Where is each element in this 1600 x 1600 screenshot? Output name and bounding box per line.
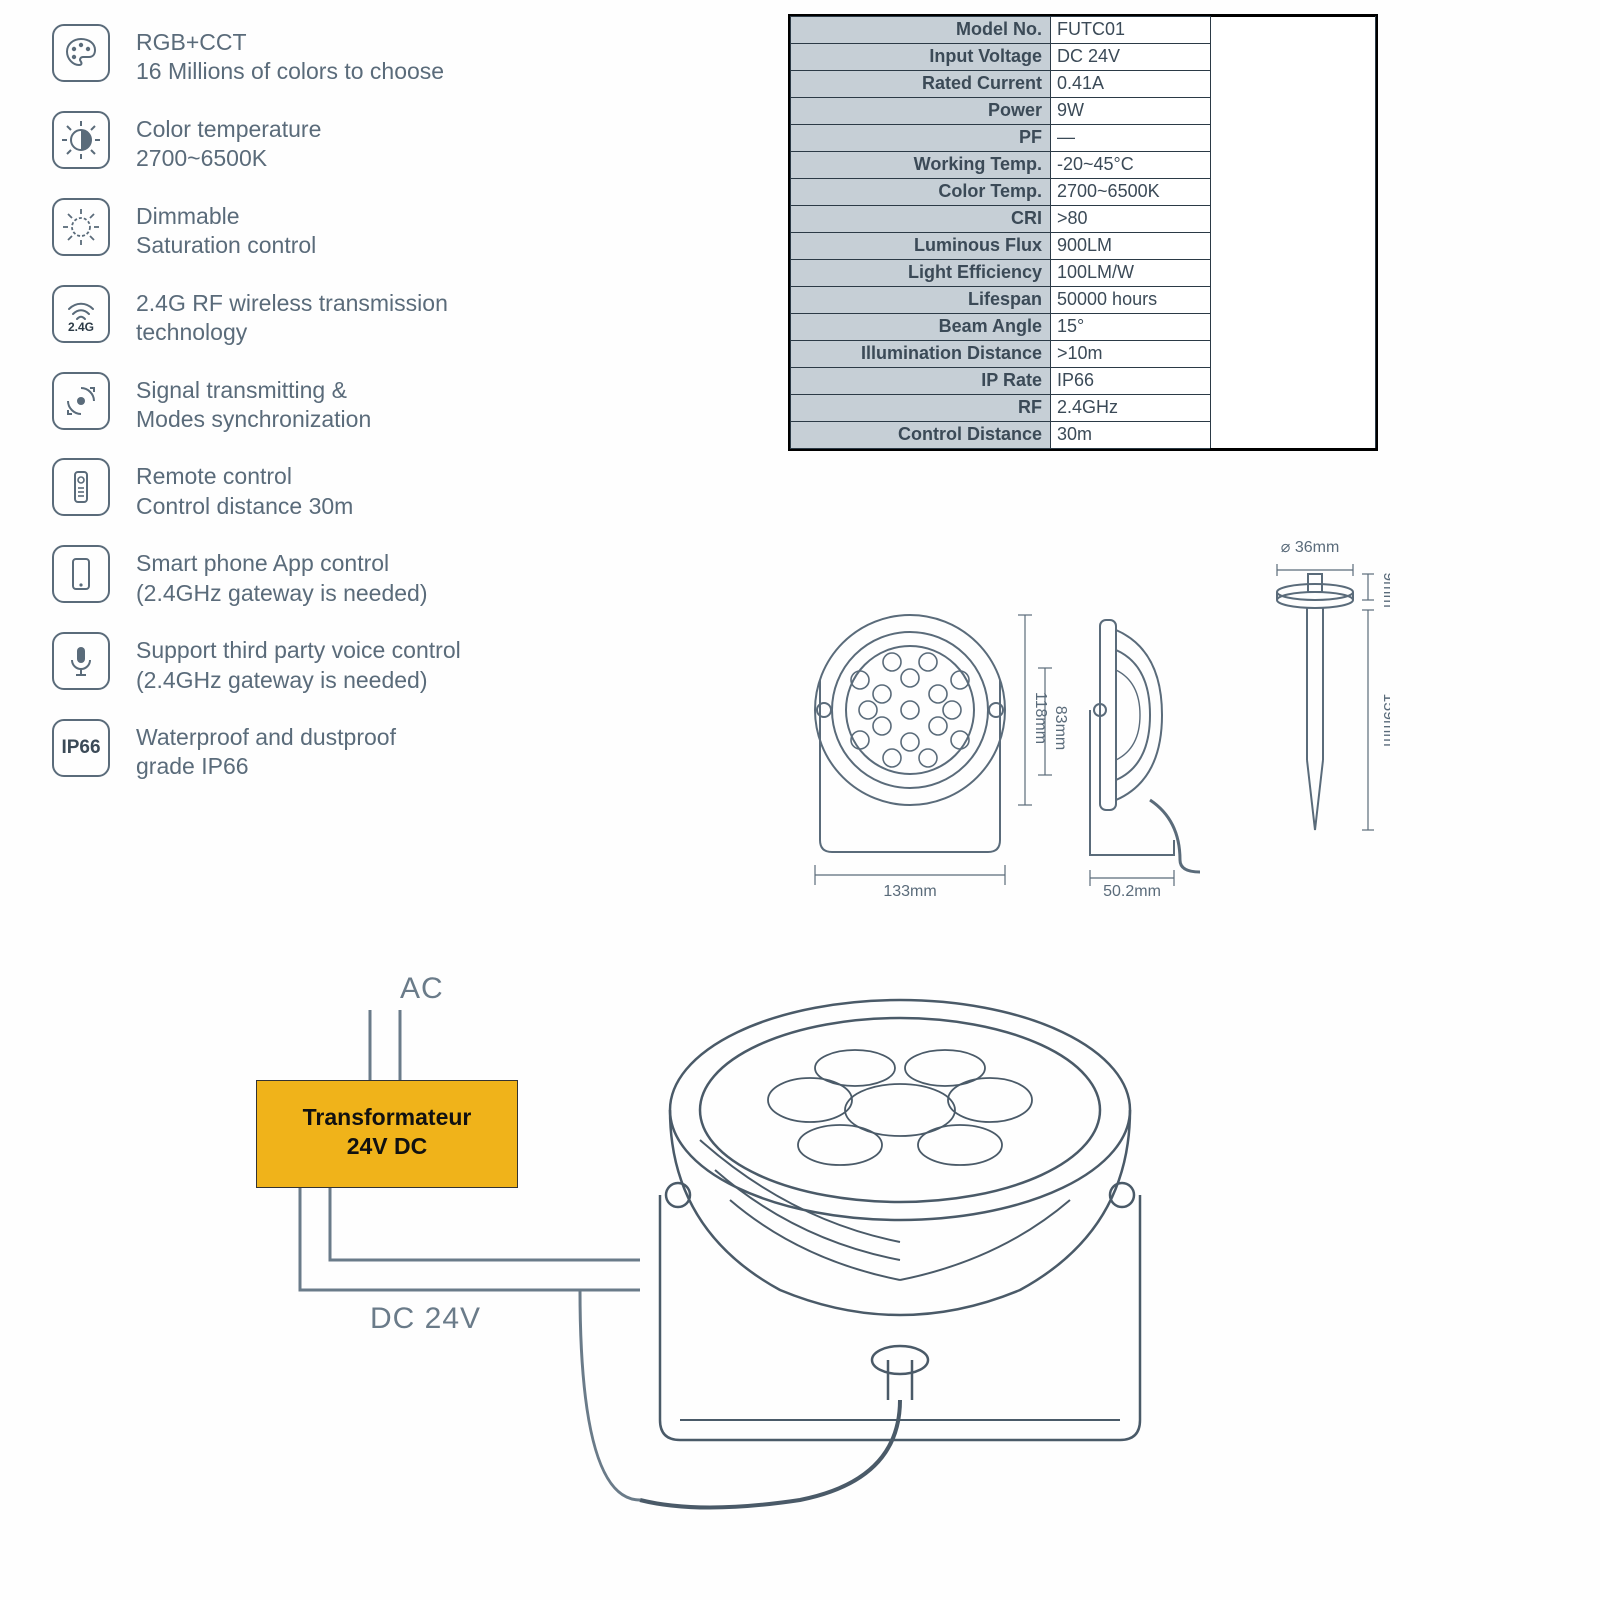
feature-text: Signal transmitting & Modes synchronizat…: [136, 372, 371, 435]
mic-icon: [52, 632, 110, 690]
dim-spike-len: 159mm: [1380, 693, 1390, 746]
dim-spike-dia: ⌀ 36mm: [1281, 540, 1340, 556]
dim-spike-cap: 9mm: [1380, 572, 1390, 608]
feature-text: RGB+CCT 16 Millions of colors to choose: [136, 24, 444, 87]
feature-dimmable: Dimmable Saturation control: [52, 198, 672, 261]
spec-label: Model No.: [791, 17, 1051, 44]
feature-app: Smart phone App control (2.4GHz gateway …: [52, 545, 672, 608]
spec-value: FUTC01: [1051, 17, 1211, 44]
features-list: RGB+CCT 16 Millions of colors to choose …: [52, 14, 672, 806]
sun-icon: [52, 198, 110, 256]
feature-sync: Signal transmitting & Modes synchronizat…: [52, 372, 672, 435]
rf-icon: 2.4G: [52, 285, 110, 343]
spec-blank: [1211, 17, 1376, 449]
sync-icon: [52, 372, 110, 430]
feature-text: Waterproof and dustproof grade IP66: [136, 719, 396, 782]
ip66-icon: IP66: [52, 719, 110, 777]
dim-front-center: 118mm: [1032, 692, 1049, 744]
feature-voice: Support third party voice control (2.4GH…: [52, 632, 672, 695]
feature-text: Smart phone App control (2.4GHz gateway …: [136, 545, 428, 608]
wiring-diagram: AC DC 24V Transformateur 24V DC: [240, 980, 1380, 1570]
feature-text: Dimmable Saturation control: [136, 198, 316, 261]
dimensional-drawings: 133mm 118mm 83mm 50.2mm ⌀ 36mm 9mm 159mm: [790, 540, 1390, 920]
feature-rf: 2.4G 2.4G RF wireless transmission techn…: [52, 285, 672, 348]
cct-icon: [52, 111, 110, 169]
feature-text: Color temperature 2700~6500K: [136, 111, 321, 174]
feature-remote: Remote control Control distance 30m: [52, 458, 672, 521]
feature-cct: Color temperature 2700~6500K: [52, 111, 672, 174]
transformer-line2: 24V DC: [257, 1132, 517, 1161]
phone-icon: [52, 545, 110, 603]
feature-text: Remote control Control distance 30m: [136, 458, 353, 521]
palette-icon: [52, 24, 110, 82]
svg-text:2.4G: 2.4G: [68, 320, 94, 334]
feature-text: Support third party voice control (2.4GH…: [136, 632, 461, 695]
feature-text: 2.4G RF wireless transmission technology: [136, 285, 448, 348]
dim-front-height: 83mm: [1052, 706, 1069, 750]
transformer-box: Transformateur 24V DC: [256, 1080, 518, 1188]
feature-ip66: IP66 Waterproof and dustproof grade IP66: [52, 719, 672, 782]
remote-icon: [52, 458, 110, 516]
feature-rgbcct: RGB+CCT 16 Millions of colors to choose: [52, 24, 672, 87]
dim-side-width: 50.2mm: [1103, 883, 1161, 900]
transformer-line1: Transformateur: [257, 1103, 517, 1132]
dim-front-width: 133mm: [883, 883, 936, 900]
ac-label: AC: [400, 972, 444, 1006]
spec-table: Model No.FUTC01 Input VoltageDC 24V Rate…: [788, 14, 1378, 451]
dc-label: DC 24V: [370, 1302, 481, 1336]
